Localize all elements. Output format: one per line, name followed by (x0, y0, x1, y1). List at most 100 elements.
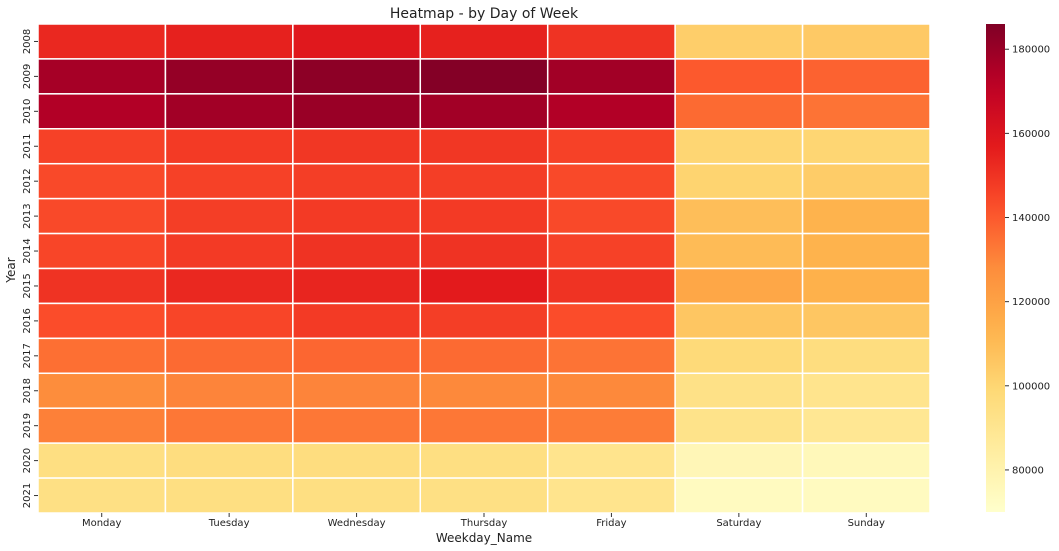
y-tick-label: 2018 (22, 378, 33, 403)
heatmap-cell (419, 197, 549, 235)
y-tick-label: 2008 (22, 29, 33, 54)
x-tick-label: Friday (596, 518, 626, 529)
heatmap-cell (419, 128, 549, 165)
heatmap-cell (419, 407, 549, 444)
heatmap-cell (419, 267, 549, 305)
heatmap-cell (37, 302, 167, 340)
x-tick-label: Saturday (716, 518, 761, 529)
heatmap-cell (801, 232, 931, 270)
heatmap-cell (674, 407, 804, 444)
heatmap-cell (801, 302, 931, 340)
heatmap-cell (674, 232, 804, 270)
heatmap-cell (546, 23, 676, 60)
y-tick-label: 2017 (22, 343, 33, 368)
y-tick-label: 2009 (22, 64, 33, 89)
heatmap-cell (292, 23, 422, 60)
heatmap-cell (164, 267, 294, 305)
heatmap-cell (546, 477, 676, 514)
colorbar-tick-label: 160000 (1012, 129, 1050, 140)
heatmap-cell (546, 372, 676, 409)
heatmap-cell (546, 407, 676, 444)
colorbar-ticks: 80000 100000 120000 140000 160000 180000 (1005, 45, 1050, 476)
heatmap-cell (674, 162, 804, 200)
heatmap-cell (546, 197, 676, 235)
chart-title: Heatmap - by Day of Week (390, 6, 579, 22)
colorbar-tick-label: 140000 (1012, 213, 1050, 224)
heatmap-cell (164, 442, 294, 479)
colorbar-tick-label: 100000 (1012, 381, 1050, 392)
heatmap-cell (546, 58, 676, 95)
heatmap-cell (801, 128, 931, 165)
heatmap-cell (292, 302, 422, 340)
y-tick-label: 2021 (22, 483, 33, 508)
heatmap-cell (674, 442, 804, 479)
heatmap-cell (419, 93, 549, 130)
heatmap-cell (164, 407, 294, 444)
y-tick-label: 2011 (22, 134, 33, 159)
heatmap-cell (37, 267, 167, 305)
heatmap-cell (292, 407, 422, 444)
heatmap-cell (37, 162, 167, 200)
heatmap-cell (546, 93, 676, 130)
heatmap-cell (674, 58, 804, 95)
heatmap-cell (674, 128, 804, 165)
heatmap-cell (801, 477, 931, 514)
heatmap-cell (674, 477, 804, 514)
heatmap-cell (801, 93, 931, 130)
heatmap-cell (292, 197, 422, 235)
x-tick-label: Wednesday (328, 518, 386, 529)
heatmap-cell (674, 302, 804, 340)
heatmap-cell (674, 93, 804, 130)
heatmap-cell (164, 232, 294, 270)
x-tick-label: Thursday (460, 518, 508, 529)
heatmap-cell (801, 197, 931, 235)
heatmap-cell (546, 267, 676, 305)
heatmap-cell (292, 442, 422, 479)
y-axis-title: Year (4, 257, 18, 283)
heatmap-cell (801, 162, 931, 200)
heatmap-cell (37, 372, 167, 409)
heatmap-cells (37, 23, 931, 514)
heatmap-cell (419, 442, 549, 479)
heatmap-cell (37, 232, 167, 270)
heatmap-cell (164, 58, 294, 95)
heatmap-cell (419, 477, 549, 514)
heatmap-cell (164, 197, 294, 235)
heatmap-cell (164, 93, 294, 130)
heatmap-cell (801, 442, 931, 479)
heatmap-cell (419, 302, 549, 340)
heatmap-cell (419, 232, 549, 270)
heatmap-cell (292, 162, 422, 200)
heatmap-cell (37, 197, 167, 235)
heatmap-cell (37, 58, 167, 95)
heatmap-cell (164, 337, 294, 375)
heatmap-cell (37, 23, 167, 60)
y-tick-label: 2019 (22, 413, 33, 438)
heatmap-cell (164, 162, 294, 200)
heatmap-cell (546, 302, 676, 340)
y-tick-label: 2013 (22, 203, 33, 228)
y-tick-label: 2012 (22, 168, 33, 193)
heatmap-cell (801, 337, 931, 375)
heatmap-cell (674, 372, 804, 409)
colorbar (986, 24, 1005, 512)
heatmap-cell (37, 442, 167, 479)
heatmap-cell (292, 337, 422, 375)
heatmap-cell (37, 337, 167, 375)
heatmap-cell (419, 162, 549, 200)
heatmap-cell (801, 23, 931, 60)
heatmap-cell (292, 58, 422, 95)
heatmap-cell (419, 23, 549, 60)
heatmap-cell (801, 58, 931, 95)
x-axis-title: Weekday_Name (436, 531, 532, 545)
heatmap-cell (674, 23, 804, 60)
colorbar-tick-label: 120000 (1012, 297, 1050, 308)
y-axis-ticks: 2008 2009 2010 2011 2012 2013 2014 2015 2016 2017… (22, 29, 38, 508)
heatmap-cell (164, 128, 294, 165)
heatmap-cell (292, 477, 422, 514)
heatmap-cell (546, 442, 676, 479)
heatmap-cell (292, 128, 422, 165)
heatmap-cell (801, 407, 931, 444)
x-tick-label: Sunday (848, 518, 885, 529)
y-tick-label: 2014 (22, 238, 33, 263)
